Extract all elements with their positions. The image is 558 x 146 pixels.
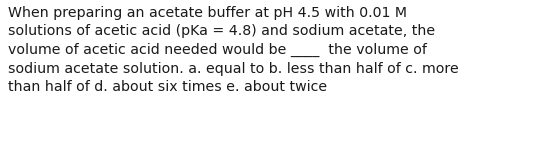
Text: When preparing an acetate buffer at pH 4.5 with 0.01 M
solutions of acetic acid : When preparing an acetate buffer at pH 4… — [8, 6, 459, 94]
